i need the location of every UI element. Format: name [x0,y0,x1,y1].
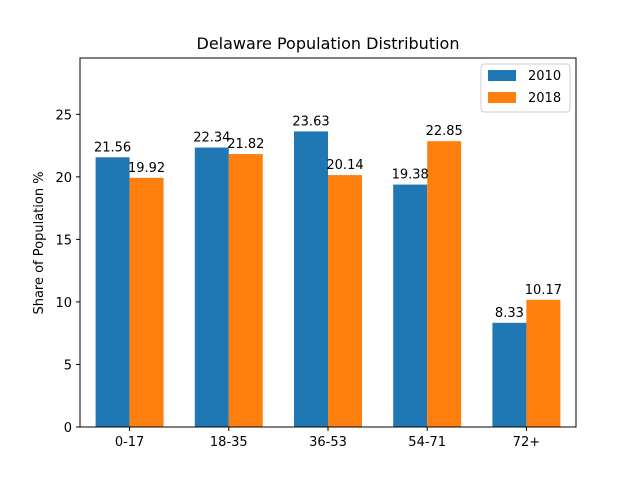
y-axis-ticks: 0 5 10 15 20 25 [55,108,80,436]
bars-group [95,131,561,428]
bar-2010-54-71 [393,184,428,427]
y-tick-label-5: 5 [64,358,72,373]
y-axis-label: Share of Population % [32,171,47,314]
x-tick-label-54-71: 54-71 [408,435,446,450]
legend-label-2010: 2010 [528,69,561,84]
bar-2018-18-35 [228,154,263,428]
bar-2018-72+ [526,299,561,427]
data-label-2018-36-53: 20.14 [326,158,363,173]
bar-2018-0-17 [129,177,164,427]
legend-label-2018: 2018 [528,91,561,106]
chart-title: Delaware Population Distribution [197,34,460,53]
y-tick-label-15: 15 [55,233,72,248]
data-label-2018-0-17: 19.92 [128,161,165,176]
x-tick-label-18-35: 18-35 [210,435,248,450]
x-tick-label-0-17: 0-17 [115,435,145,450]
bar-2010-18-35 [194,147,229,428]
y-tick-label-0: 0 [64,421,72,436]
legend-swatch-2018 [488,92,516,103]
bar-2010-72+ [492,322,527,427]
data-label-2018-18-35: 21.82 [227,137,264,152]
data-label-2010-18-35: 22.34 [193,131,230,146]
bar-2018-54-71 [427,141,462,428]
data-label-2018-54-71: 22.85 [426,124,463,139]
data-label-2010-72+: 8.33 [495,306,524,321]
data-label-2010-0-17: 21.56 [94,140,131,155]
data-label-2010-54-71: 19.38 [392,168,429,183]
x-axis-ticks: 0-17 18-35 36-53 54-71 72+ [115,427,540,450]
bar-2018-36-53 [328,175,362,427]
bar-2010-36-53 [294,131,328,427]
y-tick-label-20: 20 [55,171,72,186]
bar-2010-0-17 [95,157,130,427]
x-tick-label-72+: 72+ [513,435,540,450]
data-label-2018-72+: 10.17 [525,283,562,298]
x-tick-label-36-53: 36-53 [309,435,347,450]
plot-area-frame [79,57,577,428]
data-label-2010-36-53: 23.63 [292,114,329,129]
legend: 2010 2018 [480,63,571,113]
legend-swatch-2010 [488,70,516,81]
y-tick-label-25: 25 [55,108,72,123]
y-tick-label-10: 10 [55,296,72,311]
